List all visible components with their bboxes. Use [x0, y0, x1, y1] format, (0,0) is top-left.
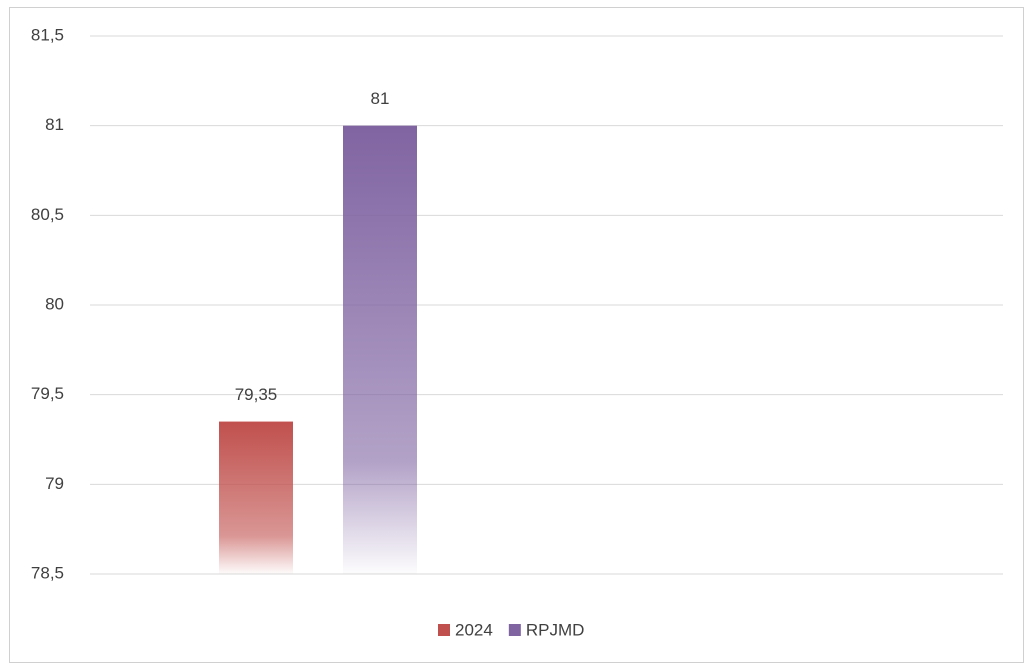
y-tick-label: 81	[45, 115, 64, 134]
bar	[219, 421, 293, 574]
legend-label: 2024	[455, 620, 493, 639]
legend-label: RPJMD	[526, 620, 585, 639]
legend-swatch	[438, 624, 450, 636]
data-label: 79,35	[235, 385, 278, 404]
y-tick-label: 80,5	[31, 205, 64, 224]
chart-frame	[9, 7, 1024, 663]
y-tick-label: 79	[45, 474, 64, 493]
y-tick-label: 79,5	[31, 384, 64, 403]
y-tick-label: 81,5	[31, 25, 64, 44]
legend-swatch	[508, 624, 521, 636]
data-label: 81	[371, 89, 390, 108]
bar	[343, 125, 417, 575]
y-tick-label: 78,5	[31, 563, 64, 582]
y-tick-label: 80	[45, 294, 64, 313]
